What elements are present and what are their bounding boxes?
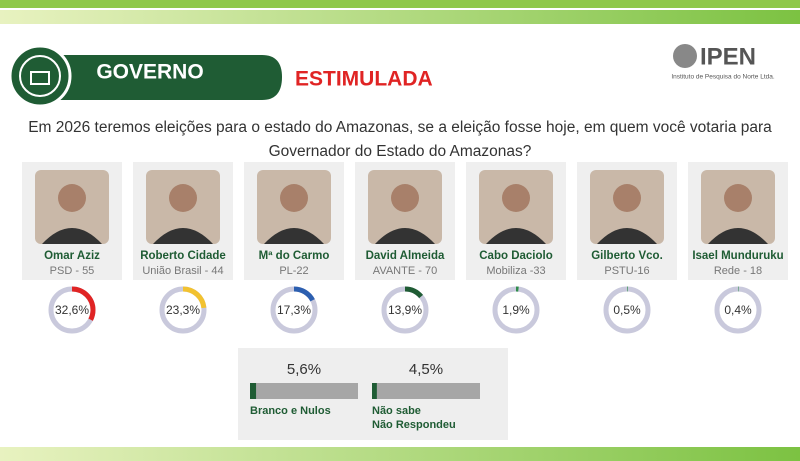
top-strip <box>0 0 800 8</box>
question-line: Em 2026 teremos eleições para o estado d… <box>28 119 772 136</box>
logo-text: IPEN <box>700 43 756 70</box>
candidate-photo-head <box>724 184 752 212</box>
candidate-name: Roberto Cidade <box>140 250 226 262</box>
candidate-party: PSTU-16 <box>604 265 649 277</box>
value-label: 0,5% <box>613 303 641 317</box>
candidate-name: Isael Munduruku <box>692 250 783 262</box>
value-label: 13,9% <box>388 303 422 317</box>
others-label: Não Respondeu <box>372 419 456 431</box>
others-label: Não sabe <box>372 405 421 417</box>
candidate-party: PL-22 <box>279 265 308 277</box>
candidate-photo-body <box>597 228 657 244</box>
candidate-name: David Almeida <box>366 250 445 262</box>
candidate-name: Cabo Daciolo <box>479 250 552 262</box>
logo-globe <box>673 44 697 68</box>
value-label: 32,6% <box>55 303 89 317</box>
candidate-name: Gilberto Vco. <box>591 250 663 262</box>
value-label: 17,3% <box>277 303 311 317</box>
candidate-party: Rede - 18 <box>714 265 762 277</box>
top-strip-gradient <box>0 10 800 24</box>
bottom-strip <box>0 447 800 461</box>
candidate-party: Mobiliza -33 <box>486 265 545 277</box>
bar-track <box>372 383 480 399</box>
value-label: 0,4% <box>724 303 752 317</box>
header-subtitle: ESTIMULADA <box>295 68 433 91</box>
candidate-photo-body <box>264 228 324 244</box>
title-banner <box>60 55 282 100</box>
candidate-photo-body <box>153 228 213 244</box>
candidate-party: União Brasil - 44 <box>142 265 223 277</box>
candidate-party: AVANTE - 70 <box>373 265 437 277</box>
logo-caption: Instituto de Pesquisa do Norte Ltda. <box>671 74 775 81</box>
others-label: Branco e Nulos <box>250 405 331 417</box>
candidate-photo-head <box>502 184 530 212</box>
ring-arc <box>270 286 318 334</box>
candidate-photo-body <box>708 228 768 244</box>
candidate-photo-head <box>613 184 641 212</box>
candidate-photo-body <box>486 228 546 244</box>
candidate-photo-head <box>169 184 197 212</box>
candidate-name: Mª do Carmo <box>259 250 330 262</box>
header-icon-podium <box>30 71 50 85</box>
ring-arc <box>492 286 540 334</box>
candidate-photo-head <box>58 184 86 212</box>
ring-arc <box>48 286 96 334</box>
ring-arc <box>381 286 429 334</box>
bar-track <box>250 383 358 399</box>
header-title: GOVERNO <box>96 61 203 84</box>
question-line: Governador do Estado do Amazonas? <box>269 143 532 160</box>
header-icon <box>8 44 72 108</box>
candidate-photo-head <box>391 184 419 212</box>
candidate-photo-body <box>375 228 435 244</box>
value-label: 5,6% <box>287 361 321 378</box>
bar <box>250 383 257 399</box>
candidate-photo-head <box>280 184 308 212</box>
candidate-name: Omar Aziz <box>44 250 100 262</box>
candidate-party: PSD - 55 <box>50 265 95 277</box>
value-label: 23,3% <box>166 303 200 317</box>
bar <box>372 383 377 399</box>
value-label: 4,5% <box>409 361 443 378</box>
header-icon-ring <box>19 55 61 97</box>
ring-arc <box>603 286 651 334</box>
candidate-photo-body <box>42 228 102 244</box>
value-label: 1,9% <box>502 303 530 317</box>
ring-arc <box>159 286 207 334</box>
ring-arc <box>714 286 762 334</box>
